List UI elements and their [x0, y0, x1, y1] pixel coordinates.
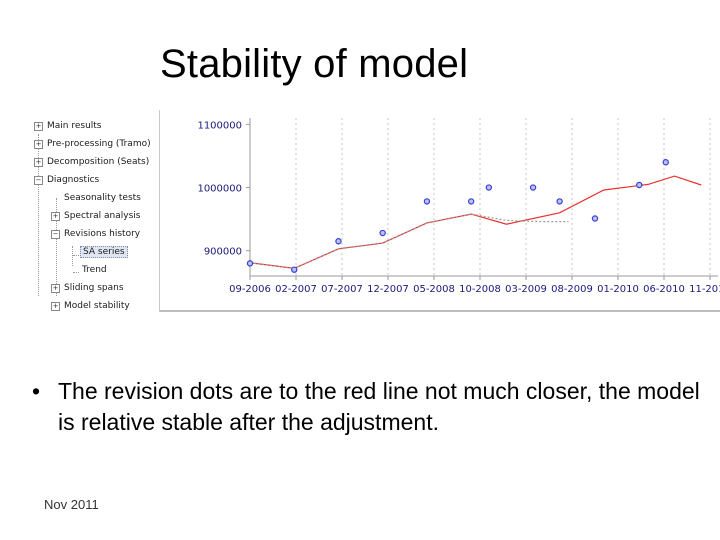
- tree-item-diagnostics[interactable]: − Diagnostics: [34, 173, 99, 187]
- x-tick-label: 11-2010: [689, 284, 720, 295]
- tree-item-label: Diagnostics: [47, 175, 100, 185]
- tree-item-label: Trend: [82, 265, 107, 275]
- tree-connector: [73, 272, 79, 273]
- tree-item-spectral-analysis[interactable]: + Spectral analysis: [51, 209, 140, 223]
- revision-point: [556, 198, 563, 205]
- collapse-icon[interactable]: −: [51, 229, 60, 239]
- revision-point: [485, 184, 493, 191]
- tree-connector: [38, 134, 39, 296]
- navigation-tree: + Main results + Pre-processing (Tramo) + D…: [30, 116, 170, 311]
- bullet-marker: •: [32, 378, 41, 404]
- x-tick-label: 02-2007: [275, 284, 317, 295]
- revision-point: [591, 215, 599, 222]
- x-tick-label: 01-2010: [597, 284, 639, 295]
- x-tick-label: 03-2009: [505, 284, 547, 295]
- y-tick-label: 1000000: [197, 184, 242, 195]
- expand-icon[interactable]: +: [34, 139, 43, 149]
- tree-item-label: Seasonality tests: [64, 193, 141, 203]
- bullet-text: The revision dots are to the red line no…: [58, 378, 700, 435]
- revision-point: [662, 159, 669, 166]
- tree-connector: [73, 255, 79, 256]
- tree-item-pre-processing[interactable]: + Pre-processing (Tramo): [34, 137, 151, 151]
- expand-icon[interactable]: +: [34, 157, 43, 167]
- expand-icon[interactable]: +: [51, 283, 60, 293]
- tree-item-sliding-spans[interactable]: + Sliding spans: [51, 281, 124, 295]
- x-tick-label: 07-2007: [321, 284, 363, 295]
- series-line-gray: [249, 213, 569, 270]
- expand-icon[interactable]: +: [34, 121, 43, 131]
- tree-item-decomposition[interactable]: + Decomposition (Seats): [34, 155, 149, 169]
- tree-item-model-stability[interactable]: + Model stability: [51, 299, 130, 313]
- revision-point: [291, 266, 298, 273]
- x-tick-label: 05-2008: [413, 284, 455, 295]
- tree-item-label: Pre-processing (Tramo): [47, 139, 151, 149]
- tree-item-trend[interactable]: Trend: [82, 263, 107, 277]
- tree-item-label: Model stability: [64, 301, 130, 311]
- tree-item-label: Sliding spans: [64, 283, 124, 293]
- revision-point: [636, 181, 643, 189]
- app-screenshot: + Main results + Pre-processing (Tramo) + D…: [22, 110, 720, 312]
- tree-item-label: Decomposition (Seats): [47, 157, 150, 167]
- expand-icon[interactable]: +: [51, 211, 60, 221]
- slide-title: Stability of model: [160, 42, 469, 86]
- x-tick-label: 10-2008: [459, 284, 501, 295]
- revision-point: [423, 198, 431, 205]
- tree-item-label: SA series: [80, 246, 128, 258]
- tree-item-main-results[interactable]: + Main results: [34, 119, 102, 133]
- tree-item-label: Revisions history: [64, 229, 141, 239]
- tree-item-label: Main results: [47, 121, 102, 131]
- y-tick-label: 1100000: [197, 120, 242, 131]
- tree-item-seasonality-tests[interactable]: Seasonality tests: [64, 191, 141, 205]
- revision-point: [379, 229, 386, 237]
- tree-item-revisions-history[interactable]: − Revisions history: [51, 227, 140, 241]
- x-tick-label: 09-2006: [229, 284, 271, 295]
- footer-date: Nov 2011: [44, 497, 99, 512]
- x-tick-label: 08-2009: [551, 284, 593, 295]
- expand-icon[interactable]: +: [51, 301, 60, 311]
- tree-connector: [56, 198, 57, 296]
- revision-point: [246, 260, 254, 267]
- revision-point: [467, 198, 475, 205]
- collapse-icon[interactable]: −: [34, 175, 43, 185]
- revision-history-chart: 1100000 1000000 900000 09-2006 02-2007 07-200…: [159, 110, 720, 312]
- chart-canvas: 1100000 1000000 900000 09-2006 02-2007 07-200…: [197, 118, 720, 295]
- x-tick-label: 06-2010: [643, 284, 685, 295]
- tree-item-sa-series[interactable]: SA series: [80, 245, 128, 259]
- series-line-red: [249, 175, 702, 270]
- x-tick-label: 12-2007: [367, 284, 409, 295]
- revision-point: [335, 238, 342, 245]
- revision-point: [529, 184, 537, 191]
- tree-item-label: Spectral analysis: [64, 211, 141, 221]
- tree-connector: [72, 246, 73, 266]
- y-tick-label: 900000: [204, 247, 242, 258]
